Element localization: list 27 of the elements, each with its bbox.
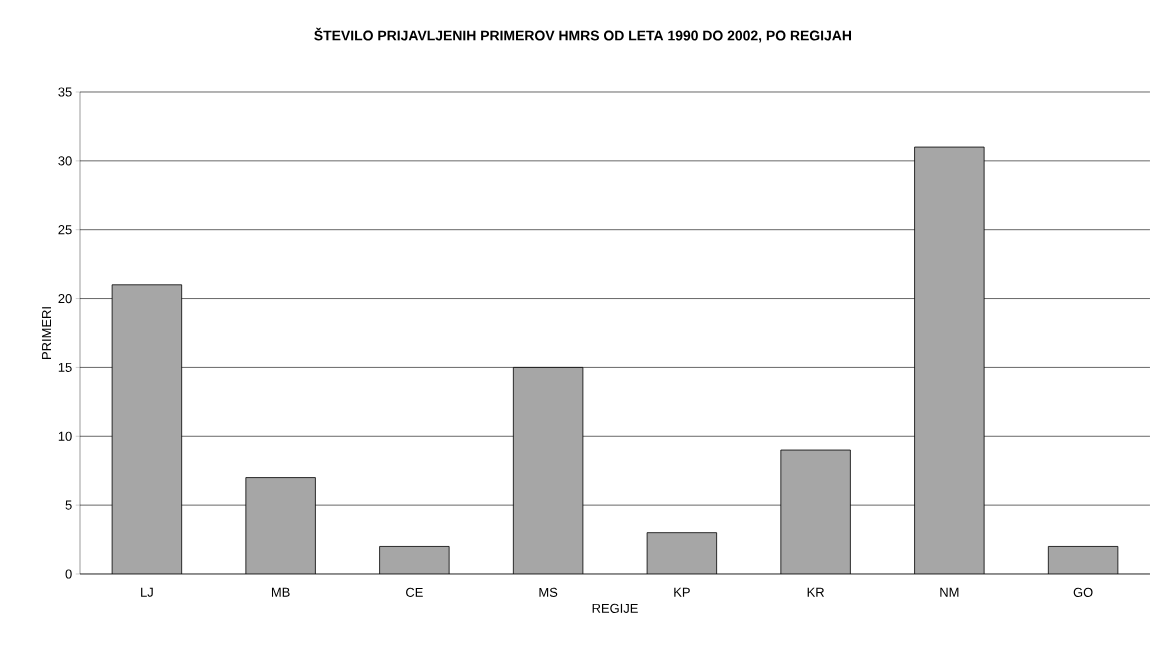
x-tick-label: LJ <box>141 587 153 597</box>
y-tick-label: 15 <box>58 362 72 372</box>
y-tick-label: 0 <box>65 569 72 579</box>
y-tick-label: 5 <box>65 500 72 510</box>
y-axis-title: PRIMERI <box>42 307 51 359</box>
x-tick-label: NM <box>940 587 959 597</box>
bar <box>646 532 718 574</box>
y-tick-label: 10 <box>58 431 72 441</box>
bar <box>914 146 985 574</box>
y-tick-label: 35 <box>58 87 72 97</box>
bar <box>111 284 183 574</box>
bar <box>245 477 316 574</box>
x-tick-label: CE <box>406 587 423 597</box>
bar <box>780 449 851 574</box>
bar <box>379 546 450 574</box>
x-tick-label: GO <box>1073 587 1093 597</box>
y-tick-label: 25 <box>58 225 72 235</box>
x-tick-label: MS <box>539 587 558 597</box>
x-tick-label: KR <box>807 587 825 597</box>
y-tick-label: 20 <box>58 293 72 304</box>
x-tick-label: KP <box>674 587 690 597</box>
chart-title: ŠTEVILO PRIJAVLJENIH PRIMEROV HMRS OD LETA 1990 DO 2002, PO REGIJAH <box>314 27 852 43</box>
x-tick-label: MB <box>271 587 290 597</box>
y-tick-label: 30 <box>58 156 72 166</box>
bar <box>1047 546 1119 574</box>
x-axis-title: REGIJE <box>592 603 638 613</box>
bar <box>512 367 584 574</box>
